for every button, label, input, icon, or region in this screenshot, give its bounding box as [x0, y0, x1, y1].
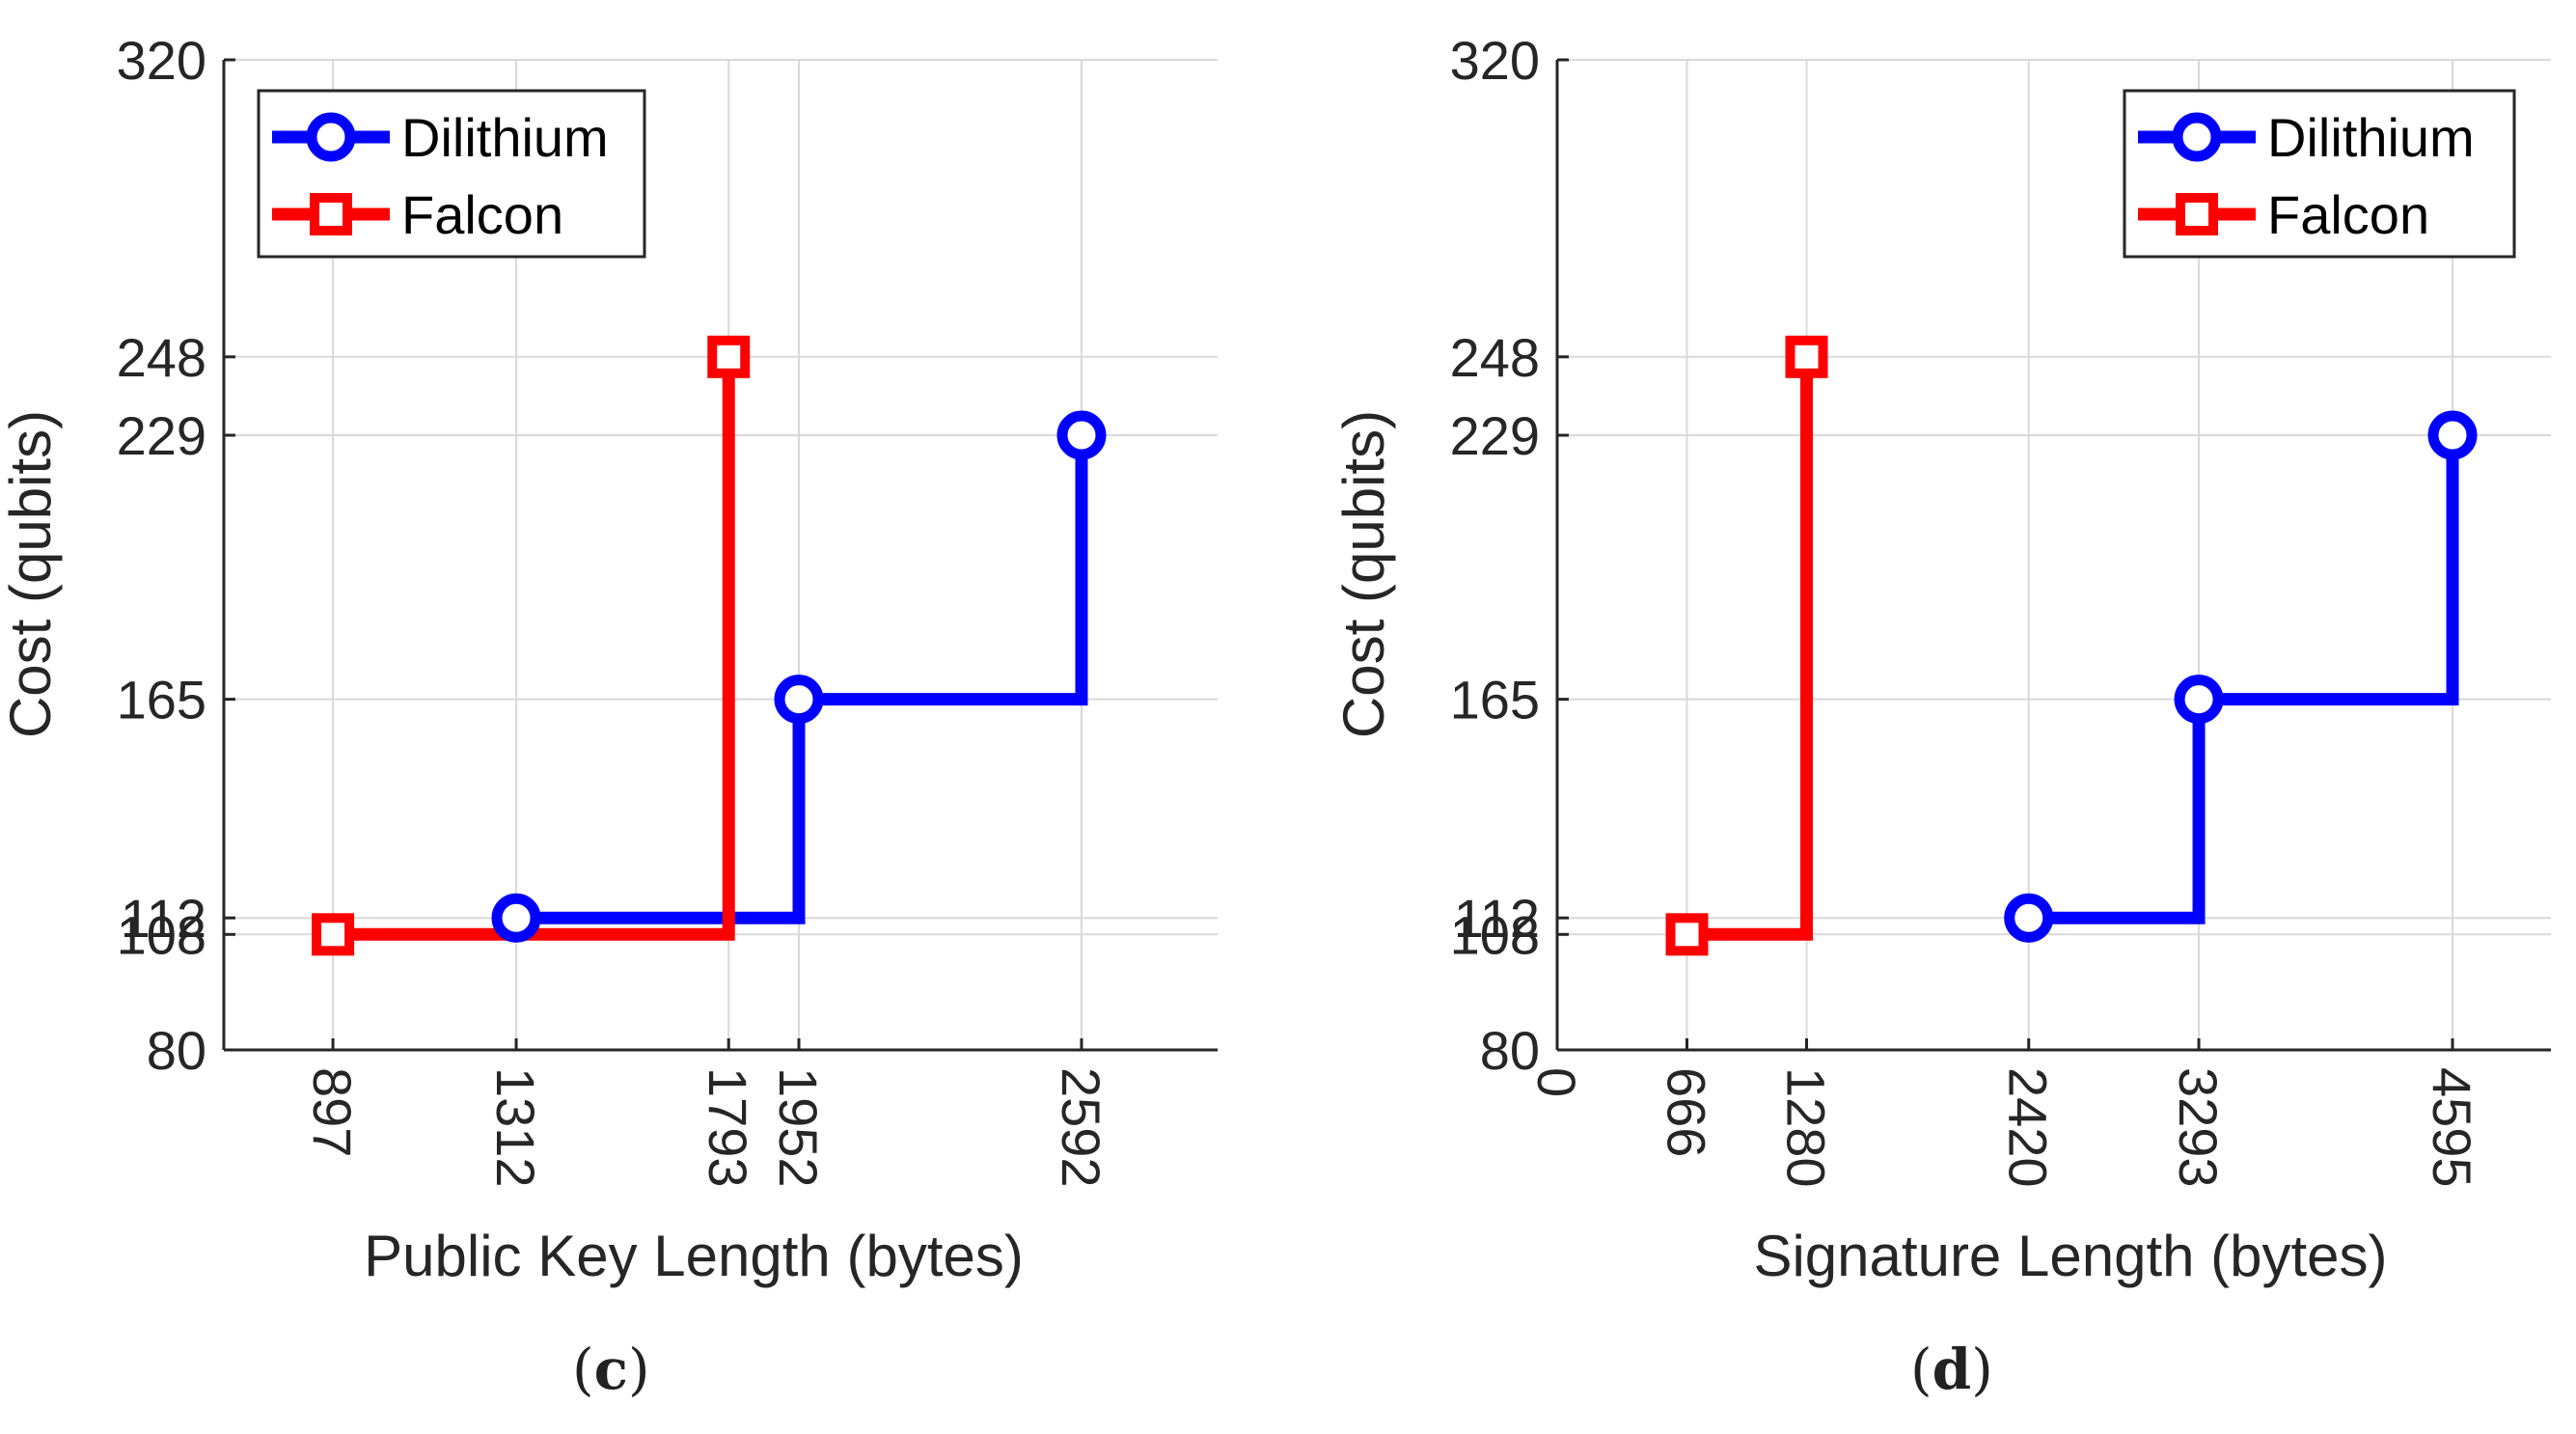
x-tick-label: 1280 [1776, 1067, 1837, 1188]
y-tick-label: 229 [1450, 405, 1540, 466]
x-tick-label: 2420 [1998, 1067, 2059, 1188]
dilithium-point [2174, 675, 2224, 725]
panel-label-c-close: ) [627, 1337, 650, 1402]
dilithium-step-line [2028, 435, 2459, 924]
legend-dilithium-marker [2172, 112, 2222, 162]
y-tick-label: 80 [147, 1020, 206, 1081]
falcon-step-line [1686, 356, 1814, 941]
x-tick-label: 1793 [698, 1067, 758, 1188]
y-tick-label: 112 [121, 888, 206, 949]
panel-label-c: (c) [572, 1337, 650, 1402]
dilithium-point [2427, 410, 2478, 460]
legend-falcon-label: Falcon [2267, 184, 2429, 245]
legend-falcon-label: Falcon [401, 184, 563, 245]
dilithium-point [1056, 410, 1107, 460]
x-tick-label: 2592 [1051, 1067, 1111, 1188]
falcon-step-line [333, 356, 735, 941]
y-tick-label: 248 [1450, 327, 1540, 388]
y-tick-label: 165 [1450, 670, 1540, 731]
y-tick-label: 108 [1450, 904, 1540, 965]
dilithium-point [2004, 893, 2054, 943]
x-tick-label: 666 [1657, 1067, 1717, 1157]
y-axis-label: Cost (qubits) [0, 410, 63, 738]
y-tick-label: 320 [117, 30, 206, 91]
panel-label-d: (d) [1910, 1337, 1993, 1402]
dilithium-point [491, 893, 541, 943]
x-tick-label: 1952 [768, 1067, 829, 1188]
falcon-point [1785, 335, 1828, 378]
legend-dilithium-label: Dilithium [401, 107, 609, 168]
legend-falcon-marker [310, 193, 352, 235]
y-tick-label: 165 [117, 670, 206, 731]
x-tick-label: 897 [302, 1067, 363, 1157]
y-axis-label: Cost (qubits) [1331, 410, 1396, 738]
y-tick-label: 320 [1450, 30, 1540, 91]
panel-label-c-letter: c [593, 1337, 628, 1402]
legend-dilithium-label: Dilithium [2267, 107, 2475, 168]
legend-dilithium-marker [306, 112, 356, 162]
y-tick-label: 248 [117, 327, 206, 388]
y-tick-label: 112 [1454, 888, 1540, 949]
y-tick-label: 108 [117, 904, 206, 965]
x-tick-label: 3293 [2168, 1067, 2229, 1188]
dilithium-point [774, 675, 824, 725]
x-tick-label: 4595 [2422, 1067, 2482, 1188]
y-tick-label: 229 [117, 405, 206, 466]
x-tick-label: 1312 [485, 1067, 546, 1188]
panel-label-d-letter: d [1932, 1337, 1972, 1402]
panel-label-c-open: ( [572, 1337, 594, 1402]
legend-falcon-marker [2176, 193, 2218, 235]
x-axis-label: Signature Length (bytes) [1753, 1224, 2387, 1288]
falcon-point [312, 913, 355, 956]
x-tick-label: 0 [1526, 1067, 1587, 1097]
falcon-point [707, 335, 751, 378]
x-axis-label: Public Key Length (bytes) [364, 1224, 1024, 1288]
y-tick-label: 80 [1480, 1020, 1540, 1081]
falcon-point [1665, 913, 1709, 956]
panel-label-d-close: ) [1971, 1337, 1993, 1402]
panel-label-d-open: ( [1910, 1337, 1932, 1402]
